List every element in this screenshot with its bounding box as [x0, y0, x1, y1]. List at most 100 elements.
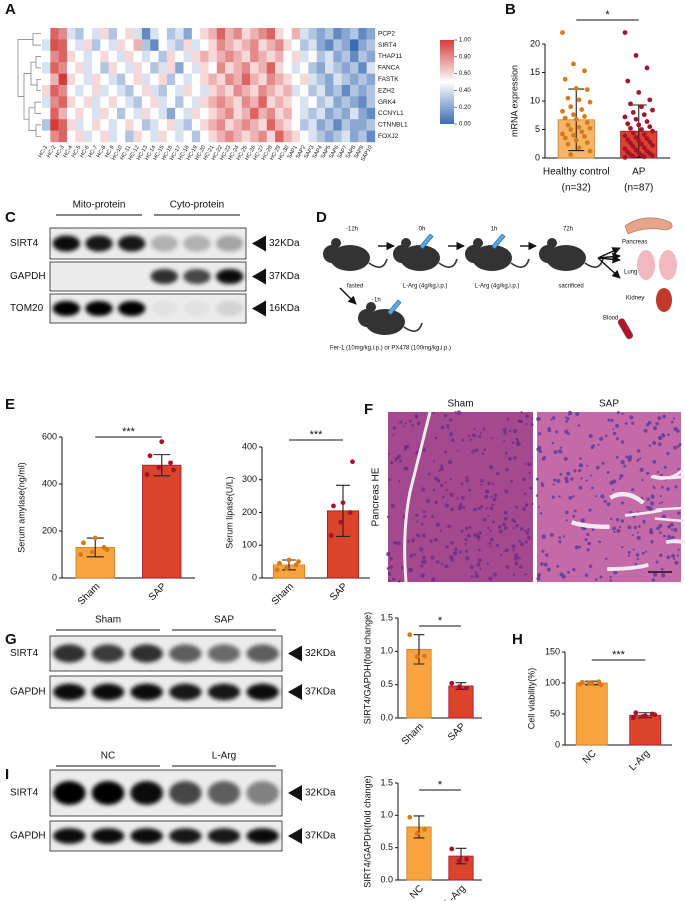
nucleus — [421, 533, 427, 538]
panel-label: G — [5, 631, 17, 648]
heatmap-cell — [191, 62, 201, 74]
data-point — [562, 76, 568, 82]
nucleus — [524, 540, 528, 544]
data-point — [647, 97, 653, 103]
heatmap-cell — [325, 85, 334, 97]
data-point — [573, 86, 579, 91]
data-point — [296, 559, 301, 565]
heatmap-cell — [100, 107, 109, 120]
heatmap-cell — [116, 96, 126, 108]
nucleus — [525, 414, 529, 419]
y-tick-label: 1.0 — [380, 646, 393, 656]
heatmap-cell — [216, 73, 226, 86]
nucleus — [584, 538, 588, 542]
nucleus — [603, 499, 607, 503]
nucleus — [386, 552, 391, 557]
nucleus — [572, 514, 576, 518]
heatmap-cell — [258, 39, 267, 51]
nucleus — [600, 494, 605, 499]
heatmap-cell — [308, 73, 317, 86]
nucleus — [618, 525, 622, 529]
nucleus — [667, 433, 670, 437]
colorbar-tick-label: 1.00 — [459, 38, 471, 44]
heatmap-cell — [108, 50, 118, 63]
heatmap-cell — [275, 28, 284, 40]
heatmap-cell — [225, 96, 234, 108]
heatmap-cell — [91, 107, 101, 120]
nucleus — [415, 513, 419, 517]
heatmap-cell — [308, 39, 317, 51]
y-tick-label: 400 — [42, 478, 57, 488]
heatmap-cell — [308, 85, 317, 97]
nucleus — [619, 473, 624, 479]
heatmap-cell — [133, 107, 143, 120]
heatmap-cell — [125, 28, 134, 40]
data-point — [568, 127, 574, 132]
heatmap-cell — [225, 50, 234, 63]
bar — [326, 510, 360, 579]
nucleus — [601, 461, 605, 465]
nucleus — [666, 555, 671, 560]
nucleus — [616, 411, 620, 415]
nucleus — [652, 485, 655, 488]
data-point — [631, 715, 636, 721]
nucleus — [531, 417, 534, 420]
nucleus — [449, 492, 454, 497]
heatmap-cell — [183, 96, 193, 108]
bar — [142, 464, 182, 579]
heatmap-cell — [283, 39, 292, 51]
heatmap-cell — [250, 28, 259, 40]
category-label: NC — [408, 883, 426, 901]
y-tick-label: 100 — [242, 540, 257, 550]
nucleus — [416, 533, 419, 537]
nucleus — [403, 448, 407, 452]
heatmap-cell — [141, 50, 151, 63]
blot-band — [246, 644, 279, 663]
blot-band — [183, 235, 211, 252]
nucleus — [564, 476, 569, 481]
heatmap-cell — [108, 85, 118, 97]
data-point — [414, 831, 420, 836]
nucleus — [610, 517, 613, 521]
mouse-ear — [401, 238, 411, 248]
nucleus — [445, 488, 448, 491]
nucleus — [606, 470, 610, 474]
nucleus — [615, 455, 619, 459]
nucleus — [503, 431, 507, 435]
blot-size: 37KDa — [305, 831, 336, 842]
nucleus — [539, 450, 543, 454]
heatmap-cell — [216, 62, 226, 74]
heatmap-cell — [150, 50, 159, 63]
nucleus — [503, 440, 506, 443]
heatmap-cell — [66, 85, 76, 97]
data-point — [168, 460, 173, 466]
heatmap-cell — [350, 85, 359, 97]
heatmap-cell — [300, 96, 309, 108]
nucleus — [449, 477, 453, 481]
heatmap-cell — [358, 85, 367, 97]
nucleus — [485, 507, 488, 510]
nucleus — [514, 561, 519, 566]
heatmap-cell — [116, 39, 126, 51]
histology-group: SAP — [599, 399, 619, 410]
heatmap-cell — [208, 28, 218, 40]
data-point — [584, 120, 590, 126]
row-label: FANCA — [378, 65, 400, 72]
heatmap-cell — [341, 96, 351, 108]
nucleus — [438, 469, 441, 472]
nucleus — [540, 562, 544, 566]
heatmap-cell — [225, 73, 234, 86]
nucleus — [621, 545, 624, 549]
lung-icon — [659, 250, 677, 280]
nucleus — [541, 534, 547, 539]
histology-image — [537, 412, 681, 582]
nucleus — [480, 504, 484, 509]
mouse-head — [393, 245, 411, 263]
heatmap-cell — [108, 119, 118, 131]
heatmap-cell — [241, 107, 251, 120]
y-tick-label: 0 — [555, 739, 560, 749]
heatmap-cell — [116, 62, 126, 74]
nucleus — [631, 421, 635, 425]
nucleus — [648, 444, 652, 447]
heatmap-cell — [350, 39, 359, 51]
